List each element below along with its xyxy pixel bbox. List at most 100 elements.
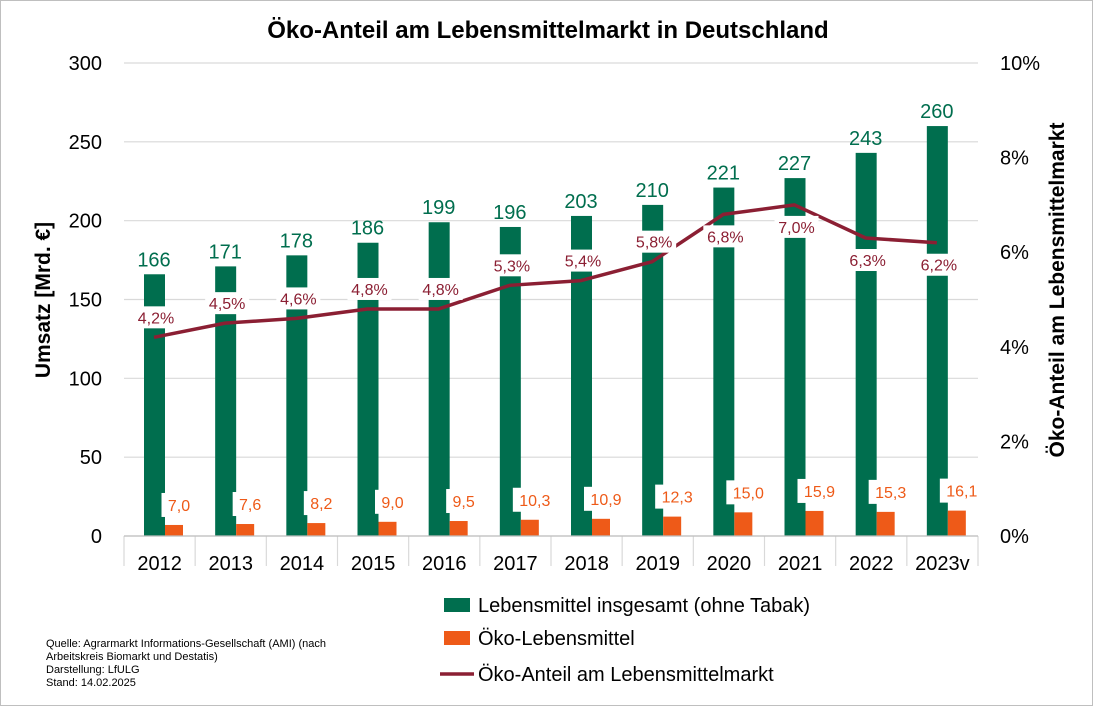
y2-tick-label: 4% xyxy=(1000,337,1029,359)
bar-eco xyxy=(307,523,326,536)
data-label-bg xyxy=(655,484,700,509)
data-label-bg xyxy=(632,230,677,253)
data-label-total: 227 xyxy=(778,153,811,175)
data-label-eco: 8,2 xyxy=(310,496,332,513)
data-label-total: 196 xyxy=(493,202,526,224)
data-label-eco: 10,3 xyxy=(519,493,550,510)
y2-tick-label: 8% xyxy=(1000,148,1029,170)
y2-tick-label: 10% xyxy=(1000,53,1040,75)
bar-total xyxy=(357,242,379,537)
x-tick-label: 2020 xyxy=(707,553,752,575)
legend-label-total: Lebensmittel insgesamt (ohne Tabak) xyxy=(478,595,810,617)
y-tick-label: 50 xyxy=(80,447,102,469)
data-label-bg xyxy=(703,225,748,248)
bar-eco xyxy=(520,519,539,536)
data-label-share: 4,2% xyxy=(138,310,174,327)
data-label-eco: 10,9 xyxy=(590,492,621,509)
bar-total xyxy=(571,215,592,537)
y-tick-label: 250 xyxy=(69,132,102,154)
bar-eco xyxy=(449,521,468,536)
series-share-line xyxy=(153,203,937,340)
bar-total xyxy=(642,204,664,536)
bar-eco xyxy=(378,521,397,536)
y2-axis-title: Öko-Anteil am Lebensmittelmarkt xyxy=(1046,123,1069,458)
data-label-bg xyxy=(512,487,557,512)
data-label-bg xyxy=(418,277,463,300)
data-label-total: 171 xyxy=(208,241,241,263)
data-label-bg xyxy=(916,253,961,276)
data-label-eco: 15,0 xyxy=(733,485,764,502)
data-label-total: 166 xyxy=(137,249,170,271)
data-label-share: 6,8% xyxy=(707,229,743,246)
line-share xyxy=(153,203,937,340)
data-label-bg xyxy=(205,292,250,315)
data-label-bg xyxy=(303,491,339,516)
data-label-eco: 9,5 xyxy=(453,494,475,511)
data-label-total: 203 xyxy=(564,191,597,213)
data-label-bg xyxy=(797,478,842,503)
bar-total xyxy=(499,226,521,536)
legend-label-eco: Öko-Lebensmittel xyxy=(478,628,635,650)
y-tick-label: 0 xyxy=(91,526,102,548)
data-label-total: 260 xyxy=(920,101,953,123)
bar-eco xyxy=(805,510,824,536)
x-tick-label: 2021 xyxy=(778,553,823,575)
source-line: Darstellung: LfULG xyxy=(46,664,140,676)
data-label-total: 186 xyxy=(351,218,384,240)
data-label-share: 5,8% xyxy=(636,235,672,252)
y2-tick-label: 6% xyxy=(1000,242,1029,264)
y2-tick-label: 0% xyxy=(1000,526,1029,548)
data-label-bg xyxy=(845,249,890,272)
bar-total xyxy=(926,126,948,537)
data-label-bg xyxy=(375,489,410,514)
data-label-eco: 12,3 xyxy=(662,490,693,507)
x-tick-label: 2014 xyxy=(280,553,325,575)
data-label-bg xyxy=(726,480,771,505)
data-label-total: 178 xyxy=(280,230,313,252)
y-axis-title: Umsatz [Mrd. €] xyxy=(32,222,55,378)
bar-total xyxy=(784,178,806,536)
data-label-total: 199 xyxy=(422,197,455,219)
data-label-share: 4,6% xyxy=(280,291,316,308)
bar-eco xyxy=(947,510,966,536)
data-label-eco: 15,3 xyxy=(875,485,906,502)
data-label-eco: 9,0 xyxy=(381,495,403,512)
x-tick-label: 2016 xyxy=(422,553,467,575)
y-tick-label: 150 xyxy=(69,290,102,312)
data-label-eco: 15,9 xyxy=(804,484,835,501)
x-tick-label: 2013 xyxy=(209,553,254,575)
y-tick-label: 100 xyxy=(69,368,102,390)
source-line: Stand: 14.02.2025 xyxy=(46,677,136,689)
legend-swatch-total xyxy=(444,598,470,612)
axes: 0 50 100 150 200 250 300 0% 2% 4% 6% 8% 10% 2012 2013 2… xyxy=(32,53,1069,575)
source-line: Quelle: Agrarmarkt Informations-Gesellsc… xyxy=(46,638,326,650)
legend-label-share: Öko-Anteil am Lebensmittelmarkt xyxy=(478,664,774,686)
legend: Lebensmittel insgesamt (ohne Tabak) Öko-L… xyxy=(440,595,810,686)
series-eco-bars xyxy=(165,510,966,536)
data-label-bg xyxy=(939,478,984,503)
series-total-bars xyxy=(144,126,948,537)
data-label-total: 221 xyxy=(707,163,740,185)
data-label-bg xyxy=(134,306,178,329)
data-label-share: 5,3% xyxy=(494,258,530,275)
bar-eco xyxy=(734,512,753,536)
data-label-bg xyxy=(774,215,819,238)
data-label-bg xyxy=(232,492,268,517)
data-label-share: 4,8% xyxy=(351,282,387,299)
data-label-bg xyxy=(446,489,482,514)
data-label-total: 243 xyxy=(849,128,882,150)
data-label-bg xyxy=(584,486,628,511)
data-label-eco: 7,6 xyxy=(239,497,261,514)
data-label-share: 4,8% xyxy=(422,282,458,299)
data-label-bg xyxy=(347,277,392,300)
y2-tick-label: 2% xyxy=(1000,431,1029,453)
data-label-bg xyxy=(868,479,913,504)
source-note: Quelle: Agrarmarkt Informations-Gesellsc… xyxy=(46,638,346,690)
x-tick-label: 2019 xyxy=(636,553,681,575)
data-label-bg xyxy=(161,492,197,517)
data-label-bg xyxy=(561,249,605,272)
x-tick-label: 2022 xyxy=(849,553,894,575)
bar-eco xyxy=(876,511,895,536)
x-tick-label: 2015 xyxy=(351,553,396,575)
data-label-share: 4,5% xyxy=(209,296,245,313)
